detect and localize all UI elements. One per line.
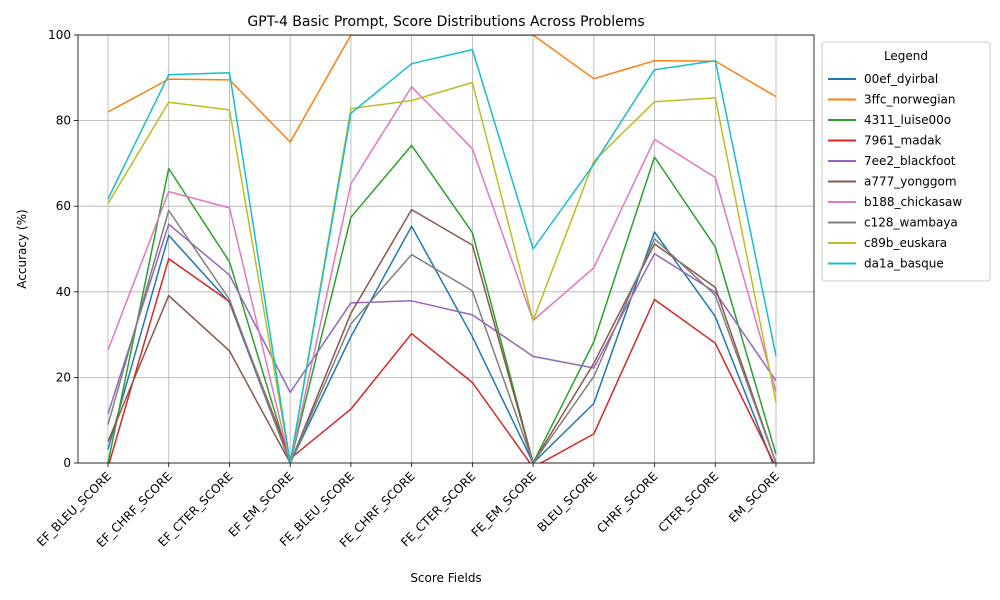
legend-label-00ef_dyirbal: 00ef_dyirbal (864, 72, 938, 86)
series-lines (107, 35, 777, 463)
legend: Legend 00ef_dyirbal 3ffc_norwegian 4311_lu… (821, 41, 991, 282)
series-line-4311_luise00o (107, 144, 777, 463)
series-line-c89b_euskara (107, 81, 777, 463)
y-axis-ticks: 0 20 40 60 80 100 (48, 28, 78, 470)
series-line-3ffc_norwegian (107, 35, 777, 143)
y-tick-label: 20 (56, 370, 71, 384)
y-tick-label: 60 (56, 199, 71, 213)
legend-label-7961_madak: 7961_madak (864, 134, 942, 148)
legend-label-4311_luise00o: 4311_luise00o (864, 113, 951, 127)
series-line-00ef_dyirbal (107, 225, 774, 463)
y-axis-title: Accuracy (%) (15, 209, 29, 288)
legend-label-c128_wambaya: c128_wambaya (864, 216, 958, 230)
legend-label-a777_yonggom: a777_yonggom (864, 175, 957, 189)
y-tick-label: 0 (63, 456, 71, 470)
series-line-c128_wambaya (107, 209, 777, 463)
legend-box (821, 41, 991, 282)
legend-label-da1a_basque: da1a_basque (864, 257, 944, 271)
legend-title: Legend (884, 49, 928, 63)
series-line-7ee2_blackfoot (107, 223, 777, 415)
legend-label-c89b_euskara: c89b_euskara (864, 236, 947, 250)
grid-lines (78, 34, 814, 464)
legend-items: 00ef_dyirbal 3ffc_norwegian 4311_luise00o 7… (828, 72, 962, 271)
series-line-7961_madak (108, 258, 775, 463)
chart-title: GPT-4 Basic Prompt, Score Distributions … (247, 14, 644, 30)
series-line-b188_chickasaw (107, 86, 777, 463)
legend-label-3ffc_norwegian: 3ffc_norwegian (864, 93, 956, 107)
plot-frame (77, 34, 815, 464)
legend-label-b188_chickasaw: b188_chickasaw (864, 195, 962, 209)
y-tick-label: 80 (56, 114, 71, 128)
series-line-da1a_basque (107, 48, 777, 463)
x-axis-title: Score Fields (410, 571, 481, 585)
legend-label-7ee2_blackfoot: 7ee2_blackfoot (864, 154, 956, 168)
y-tick-label: 40 (56, 285, 71, 299)
y-tick-label: 100 (48, 28, 71, 42)
series-line-a777_yonggom (107, 208, 777, 463)
